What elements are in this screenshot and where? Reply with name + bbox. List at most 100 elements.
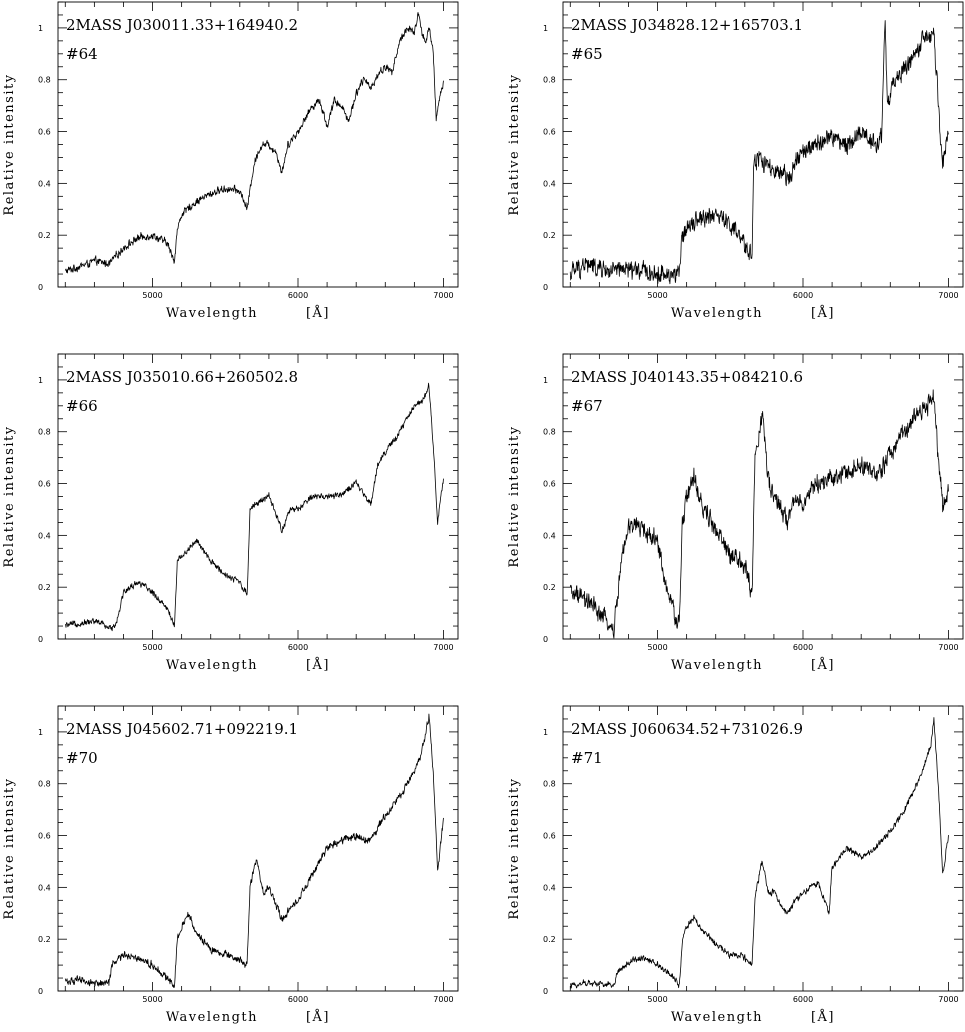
x-axis-unit: [Å] (306, 305, 330, 321)
x-tick-label: 7000 (433, 995, 453, 1004)
x-tick-label: 5000 (142, 291, 162, 300)
spectrum-line (64, 382, 444, 632)
panel-title: 2MASS J060634.52+731026.9 (571, 720, 803, 738)
y-tick-label: 1 (543, 376, 548, 385)
plot-frame (562, 353, 964, 640)
x-axis-label: Wavelength (166, 1010, 258, 1025)
x-tick-label: 5000 (647, 291, 667, 300)
x-tick-label: 6000 (793, 995, 813, 1004)
spectrum-line (569, 20, 949, 285)
y-axis-label: Relative intensity (2, 425, 17, 567)
panel-id-label: #71 (571, 749, 603, 767)
panel-id-label: #67 (571, 397, 603, 415)
x-axis-unit: [Å] (811, 1009, 835, 1025)
plot-frame (562, 1, 964, 288)
y-tick-label: 0.6 (543, 832, 556, 841)
plot-frame (57, 1, 459, 288)
x-tick-label: 5000 (142, 995, 162, 1004)
y-axis-label: Relative intensity (507, 425, 522, 567)
panel-id-label: #66 (66, 397, 98, 415)
y-tick-label: 0.4 (38, 531, 51, 540)
x-tick-label: 5000 (647, 643, 667, 652)
x-tick-label: 6000 (793, 643, 813, 652)
panel-id-label: #70 (66, 749, 98, 767)
x-axis-unit: [Å] (811, 305, 835, 321)
y-tick-label: 0.6 (543, 128, 556, 137)
y-tick-label: 0.4 (543, 179, 556, 188)
x-axis-label: Wavelength (671, 658, 763, 673)
x-tick-label: 7000 (938, 291, 958, 300)
panel-title: 2MASS J034828.12+165703.1 (571, 16, 803, 34)
y-axis-label: Relative intensity (507, 777, 522, 919)
spectrum-panel: 5000 6000 7000 0 0.2 0.4 0.6 0.8 1 Wavelength [Å] R… (2, 705, 459, 1025)
x-tick-label: 5000 (142, 643, 162, 652)
spectrum-panel: 5000 6000 7000 0 0.2 0.4 0.6 0.8 1 Wavelength [Å] R… (507, 1, 964, 321)
y-tick-label: 1 (38, 376, 43, 385)
spectrum-panel: 5000 6000 7000 0 0.2 0.4 0.6 0.8 1 Wavelength [Å] R… (507, 353, 964, 673)
plot-frame (562, 705, 964, 992)
y-tick-label: 0.6 (38, 480, 51, 489)
spectrum-line (64, 713, 444, 988)
panel-title: 2MASS J045602.71+092219.1 (66, 720, 298, 738)
x-axis-unit: [Å] (306, 657, 330, 673)
y-tick-label: 0.8 (543, 428, 556, 437)
panel-id-label: #65 (571, 45, 603, 63)
x-axis-label: Wavelength (671, 1010, 763, 1025)
y-tick-label: 0 (543, 987, 548, 996)
y-tick-label: 0.2 (38, 583, 51, 592)
x-tick-label: 7000 (938, 643, 958, 652)
y-tick-label: 0 (38, 987, 43, 996)
y-tick-label: 0.2 (543, 935, 556, 944)
y-tick-label: 0.2 (543, 583, 556, 592)
y-tick-label: 1 (543, 24, 548, 33)
panel-title: 2MASS J040143.35+084210.6 (571, 368, 803, 386)
y-tick-label: 0 (38, 283, 43, 292)
y-axis-label: Relative intensity (507, 73, 522, 215)
x-axis-unit: [Å] (811, 657, 835, 673)
y-tick-label: 0.6 (38, 128, 51, 137)
x-tick-label: 7000 (433, 291, 453, 300)
spectrum-line (64, 12, 444, 274)
x-tick-label: 6000 (793, 291, 813, 300)
y-tick-label: 0.4 (38, 179, 51, 188)
y-tick-label: 0.8 (38, 780, 51, 789)
spectrum-line (569, 389, 949, 639)
plot-frame (57, 705, 459, 992)
y-tick-label: 0.4 (543, 883, 556, 892)
y-tick-label: 1 (543, 728, 548, 737)
y-tick-label: 0.2 (38, 935, 51, 944)
y-tick-label: 0.4 (38, 883, 51, 892)
x-tick-label: 6000 (288, 995, 308, 1004)
x-tick-label: 6000 (288, 643, 308, 652)
x-tick-label: 5000 (647, 995, 667, 1004)
y-tick-label: 0.8 (543, 780, 556, 789)
y-tick-label: 1 (38, 24, 43, 33)
y-axis-label: Relative intensity (2, 777, 17, 919)
y-tick-label: 0.8 (38, 428, 51, 437)
x-tick-label: 7000 (938, 995, 958, 1004)
y-tick-label: 0.8 (543, 76, 556, 85)
x-tick-label: 6000 (288, 291, 308, 300)
x-axis-label: Wavelength (166, 306, 258, 321)
y-tick-label: 0.6 (38, 832, 51, 841)
spectrum-panel: 5000 6000 7000 0 0.2 0.4 0.6 0.8 1 Wavelength [Å] R… (2, 353, 459, 673)
x-tick-label: 7000 (433, 643, 453, 652)
x-axis-label: Wavelength (671, 306, 763, 321)
spectrum-line (569, 717, 949, 989)
y-tick-label: 0 (38, 635, 43, 644)
panel-title: 2MASS J030011.33+164940.2 (66, 16, 298, 34)
y-tick-label: 0.2 (38, 231, 51, 240)
panel-title: 2MASS J035010.66+260502.8 (66, 368, 298, 386)
panel-id-label: #64 (66, 45, 98, 63)
plot-frame (57, 353, 459, 640)
y-axis-label: Relative intensity (2, 73, 17, 215)
y-tick-label: 0.6 (543, 480, 556, 489)
y-tick-label: 0 (543, 283, 548, 292)
x-axis-label: Wavelength (166, 658, 258, 673)
y-tick-label: 1 (38, 728, 43, 737)
y-tick-label: 0.4 (543, 531, 556, 540)
y-tick-label: 0 (543, 635, 548, 644)
y-tick-label: 0.8 (38, 76, 51, 85)
spectrum-panel: 5000 6000 7000 0 0.2 0.4 0.6 0.8 1 Wavelength [Å] R… (2, 1, 459, 321)
y-tick-label: 0.2 (543, 231, 556, 240)
